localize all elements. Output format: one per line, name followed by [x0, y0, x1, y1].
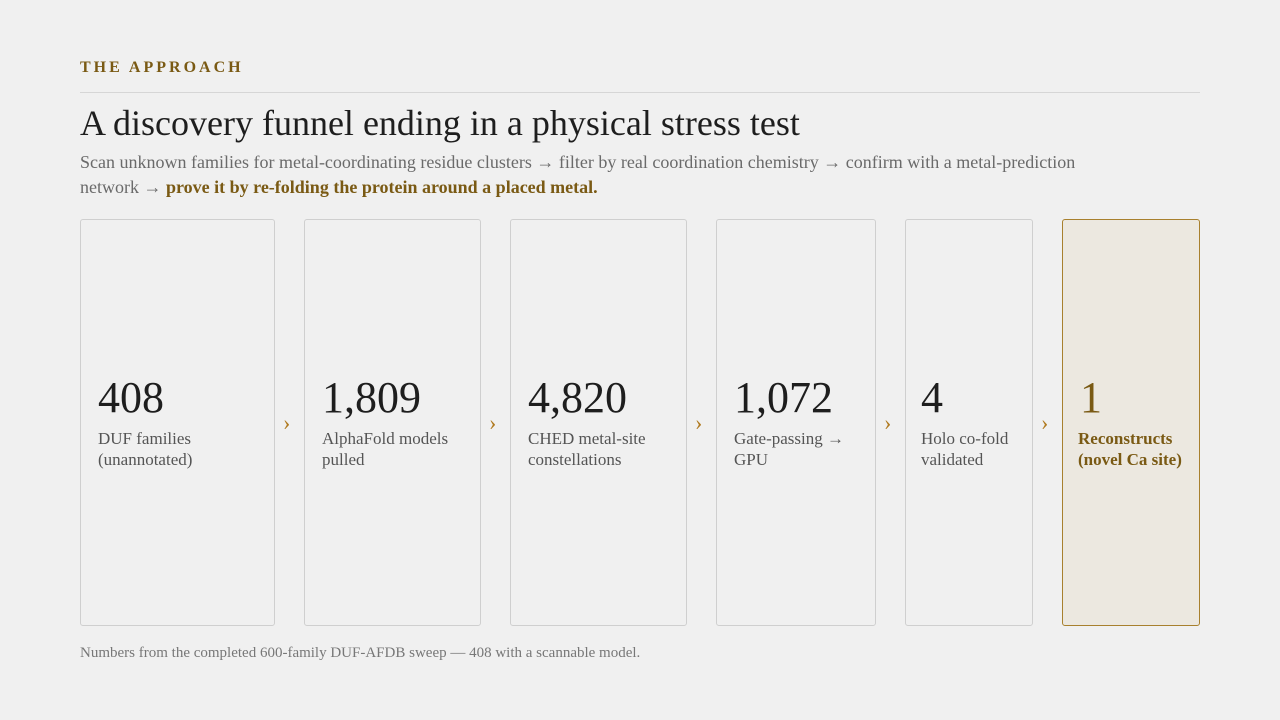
funnel-card	[510, 219, 687, 626]
stage-label: AlphaFold models pulled	[322, 429, 449, 469]
chevron: ›	[489, 410, 497, 435]
chevron: ›	[695, 410, 703, 435]
kicker: THE APPROACH	[80, 59, 244, 76]
stage-number: 4,820	[528, 373, 627, 422]
footnote: Numbers from the completed 600-family DU…	[80, 645, 641, 661]
stage-label: Holo co-fold validated	[921, 429, 1009, 469]
chevron: ›	[1041, 410, 1049, 435]
funnel-card	[80, 219, 275, 626]
stage-number: 4	[921, 373, 943, 422]
stage-label: CHED metal-site constellations	[528, 429, 646, 469]
subtitle-emphasis: prove it by re-folding the protein aroun…	[165, 177, 598, 197]
divider	[80, 92, 1200, 93]
stage-number: 1,072	[734, 373, 833, 422]
chevron: ›	[884, 410, 892, 435]
stage-label: DUF families (unannotated)	[98, 429, 193, 469]
funnel-card	[905, 219, 1033, 626]
stage-label: Reconstructs (novel Ca site)	[1078, 429, 1182, 469]
subtitle-text: Scan unknown families for metal-coordina…	[80, 152, 1076, 197]
stage-number: 408	[98, 373, 164, 422]
funnel-card	[304, 219, 481, 626]
stage-number: 1,809	[322, 373, 421, 422]
title: A discovery funnel ending in a physical …	[80, 103, 800, 143]
chevron: ›	[283, 410, 291, 435]
stage-label: Gate-passing → GPU	[734, 429, 845, 469]
subtitle: Scan unknown families for metal-coordina…	[80, 150, 1120, 200]
stage-number: 1	[1080, 373, 1102, 422]
funnel-card-final	[1062, 219, 1200, 626]
funnel-card	[716, 219, 876, 626]
